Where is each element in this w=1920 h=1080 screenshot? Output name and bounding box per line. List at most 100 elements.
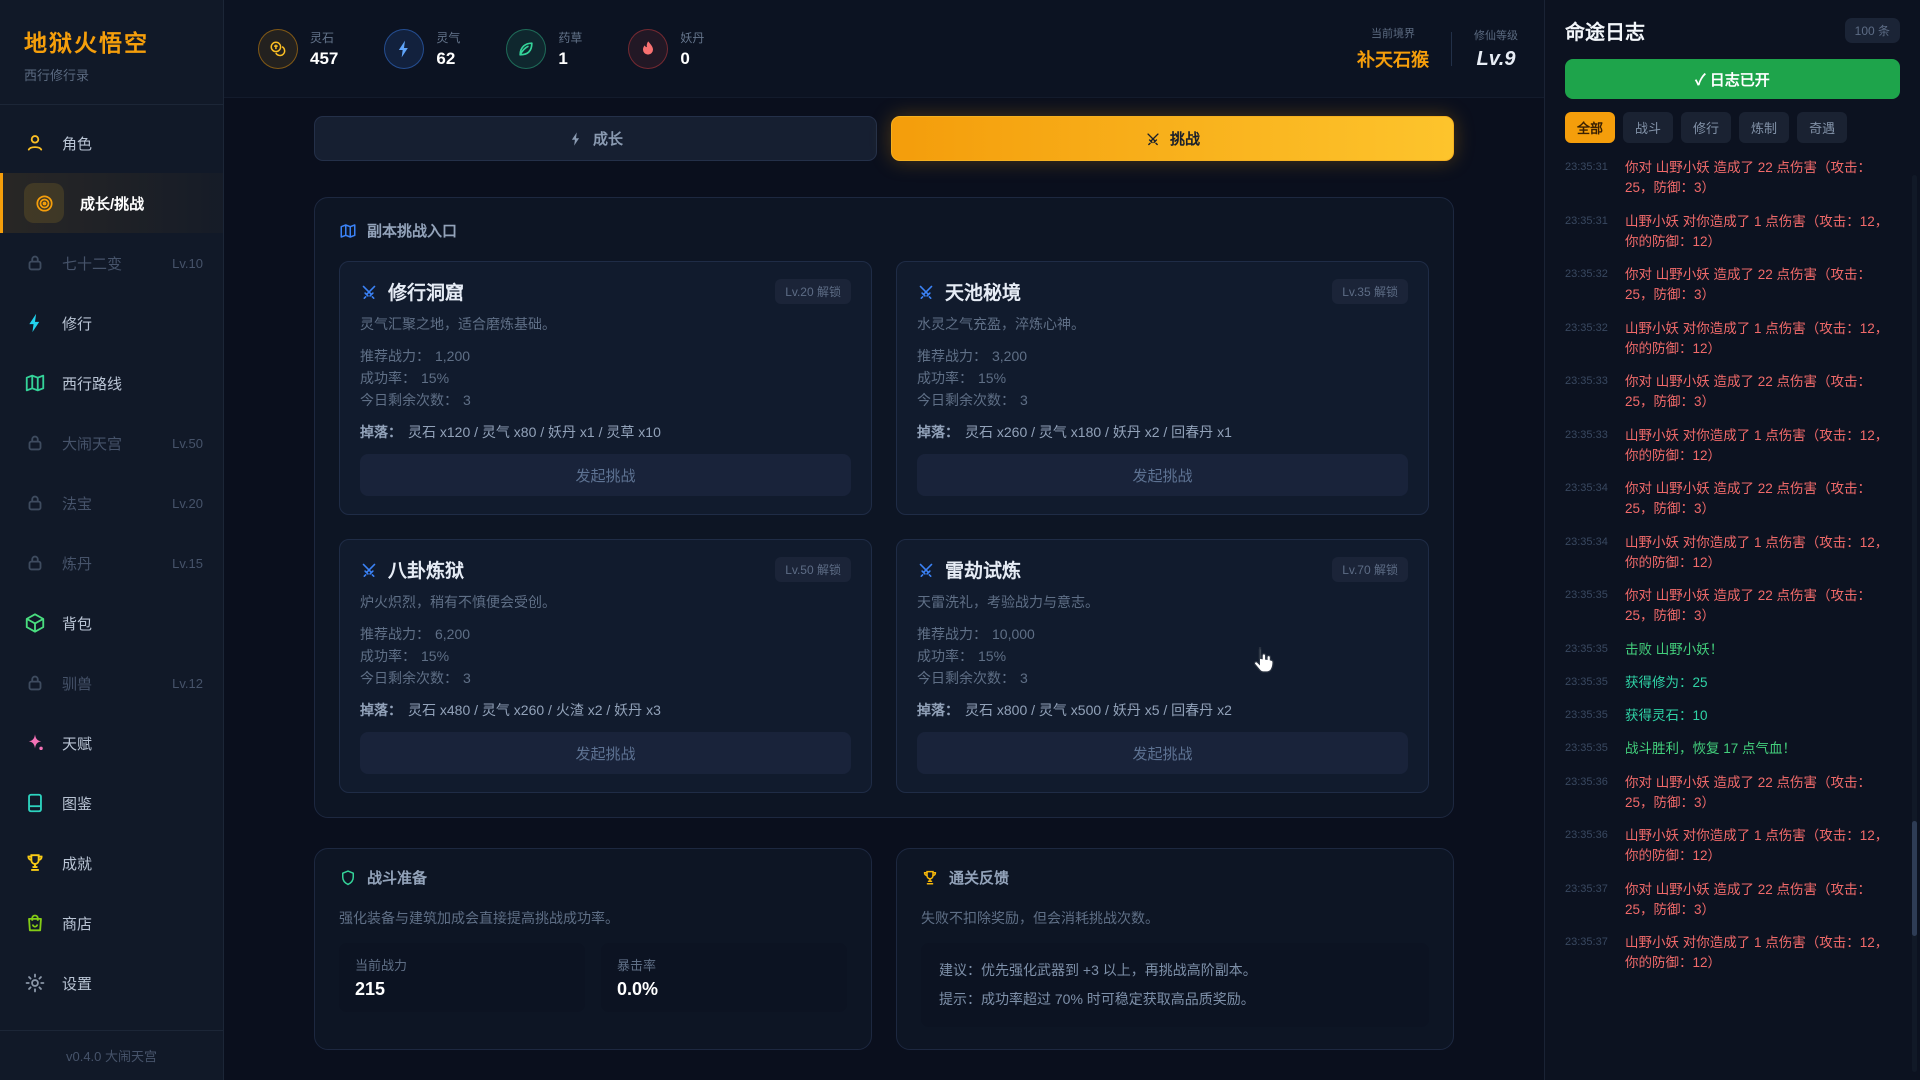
- log-list[interactable]: 23:35:31 你对 山野小妖 造成了 22 点伤害（攻击：25，防御：3） …: [1565, 158, 1900, 1080]
- log-timestamp: 23:35:34: [1565, 482, 1608, 494]
- tab-label: 成长: [592, 131, 623, 148]
- sidebar-item-label: 天赋: [62, 735, 93, 753]
- crossed-swords-icon: [360, 283, 378, 301]
- log-entry: 23:35:32 山野小妖 对你造成了 1 点伤害（攻击：12，你的防御：12）: [1565, 319, 1890, 360]
- battle-prep-desc: 强化装备与建筑加成会直接提高挑战成功率。: [339, 910, 619, 926]
- log-message: 你对 山野小妖 造成了 22 点伤害（攻击：25，防御：3）: [1625, 881, 1872, 917]
- log-scrollbar-thumb[interactable]: [1912, 820, 1917, 936]
- tab[interactable]: 成长: [314, 116, 877, 161]
- log-timestamp: 23:35:35: [1565, 642, 1608, 655]
- sidebar-item-label: 西行路线: [62, 375, 123, 393]
- realm-group: 当前境界 补天石猴 修仙等级 Lv.9: [1357, 25, 1518, 72]
- start-challenge-button[interactable]: 发起挑战: [360, 454, 851, 496]
- drops-line: 掉落： 灵石 x480 / 灵气 x260 / 火渣 x2 / 妖丹 x3: [360, 702, 661, 718]
- sidebar-item[interactable]: 背包: [0, 593, 223, 653]
- dungeon-title: 天池秘境: [945, 283, 1022, 304]
- sidebar-item[interactable]: 天赋: [0, 713, 223, 773]
- recommended-power: 推荐战力： 10,000: [917, 626, 1035, 642]
- trophy-icon: [24, 852, 46, 874]
- log-timestamp: 23:35:35: [1565, 742, 1608, 755]
- log-entry: 23:35:35 获得修为：25: [1565, 673, 1890, 693]
- lock-icon: [24, 672, 46, 694]
- tab[interactable]: 挑战: [891, 116, 1454, 161]
- target-icon: [24, 183, 64, 223]
- sidebar-item[interactable]: 大闹天宫 Lv.50: [0, 413, 223, 473]
- sidebar-item[interactable]: 图鉴: [0, 773, 223, 833]
- swords-icon: [1145, 131, 1161, 147]
- dungeon-desc: 水灵之气充盈，淬炼心神。: [917, 316, 1085, 332]
- resource-value: 62: [436, 48, 456, 68]
- log-timestamp: 23:35:32: [1565, 268, 1608, 280]
- log-entry: 23:35:35 战斗胜利，恢复 17 点气血！: [1565, 739, 1890, 759]
- clear-feedback-title: 通关反馈: [949, 870, 1010, 887]
- lock-icon: [24, 432, 46, 454]
- log-timestamp: 23:35:35: [1565, 709, 1608, 721]
- lock-icon: [24, 492, 46, 514]
- log-timestamp: 23:35:35: [1565, 675, 1608, 688]
- map-icon: [339, 222, 357, 240]
- current-power-box: 当前战力 215: [339, 943, 585, 1012]
- dungeon-desc: 炉火炽烈，稍有不慎便会受创。: [360, 594, 556, 610]
- dungeon-title: 修行洞窟: [388, 283, 465, 304]
- log-message: 山野小妖 对你造成了 1 点伤害（攻击：12，你的防御：12）: [1625, 534, 1889, 570]
- sidebar-item[interactable]: 成长/挑战: [0, 173, 223, 233]
- log-filter-chip[interactable]: 全部: [1565, 112, 1616, 143]
- unlock-badge: Lv.35 解锁: [1332, 279, 1408, 304]
- sidebar-item-label: 图鉴: [62, 795, 93, 813]
- sidebar-item-label: 商店: [62, 915, 93, 933]
- sidebar-item[interactable]: 角色: [0, 113, 223, 173]
- sidebar-item-label: 修行: [62, 315, 93, 333]
- log-timestamp: 23:35:33: [1565, 428, 1608, 441]
- sidebar-item[interactable]: 驯兽 Lv.12: [0, 653, 223, 713]
- sidebar-item-label: 成就: [62, 855, 93, 873]
- log-timestamp: 23:35:32: [1565, 321, 1608, 334]
- sidebar-item[interactable]: 七十二变 Lv.10: [0, 233, 223, 293]
- sidebar-item[interactable]: 设置: [0, 953, 223, 1013]
- drops-list: 灵石 x800 / 灵气 x500 / 妖丹 x5 / 回春丹 x2: [965, 702, 1232, 718]
- sidebar-item[interactable]: 炼丹 Lv.15: [0, 533, 223, 593]
- log-entry: 23:35:33 你对 山野小妖 造成了 22 点伤害（攻击：25，防御：3）: [1565, 372, 1890, 413]
- sidebar-item[interactable]: 成就: [0, 833, 223, 893]
- sidebar-item[interactable]: 法宝 Lv.20: [0, 473, 223, 533]
- sidebar-item-label: 背包: [62, 615, 93, 633]
- unlock-badge: Lv.70 解锁: [1332, 557, 1408, 582]
- bolt-icon: [568, 131, 584, 147]
- remaining-attempts: 今日剩余次数： 3: [917, 392, 1028, 408]
- resource-counter: 药草 1: [506, 28, 582, 69]
- log-scrollbar[interactable]: [1912, 175, 1917, 1072]
- start-challenge-button[interactable]: 发起挑战: [360, 732, 851, 774]
- app-subtitle: 西行修行录: [24, 68, 90, 83]
- log-message: 你对 山野小妖 造成了 22 点伤害（攻击：25，防御：3）: [1625, 374, 1872, 410]
- unlock-level-label: Lv.50: [172, 435, 203, 451]
- log-message: 你对 山野小妖 造成了 22 点伤害（攻击：25，防御：3）: [1625, 267, 1872, 303]
- sidebar-item[interactable]: 西行路线: [0, 353, 223, 413]
- recommended-power: 推荐战力： 1,200: [360, 348, 471, 364]
- log-entry: 23:35:34 山野小妖 对你造成了 1 点伤害（攻击：12，你的防御：12）: [1565, 533, 1890, 574]
- log-entry: 23:35:31 你对 山野小妖 造成了 22 点伤害（攻击：25，防御：3）: [1565, 158, 1890, 199]
- lock-icon: [24, 252, 46, 274]
- current-realm: 当前境界 补天石猴: [1357, 25, 1429, 72]
- shield-icon: [339, 869, 357, 887]
- sidebar-item[interactable]: 修行: [0, 293, 223, 353]
- dungeon-desc: 灵气汇聚之地，适合磨炼基础。: [360, 316, 556, 332]
- log-timestamp: 23:35:36: [1565, 829, 1608, 841]
- start-challenge-button[interactable]: 发起挑战: [917, 732, 1408, 774]
- dungeon-title: 雷劫试炼: [945, 561, 1022, 582]
- divider: [1451, 31, 1452, 66]
- dungeon-card: 雷劫试炼 Lv.70 解锁 天雷洗礼，考验战力与意志。 推荐战力： 10,000 …: [896, 539, 1429, 793]
- realm-value: 补天石猴: [1357, 50, 1429, 70]
- log-filter-chip[interactable]: 战斗: [1623, 112, 1674, 143]
- log-message: 你对 山野小妖 造成了 22 点伤害（攻击：25，防御：3）: [1625, 588, 1872, 624]
- log-filter-chip[interactable]: 奇遇: [1797, 112, 1848, 143]
- sidebar-item[interactable]: 商店: [0, 893, 223, 953]
- log-toggle-button[interactable]: ✓ 日志已开: [1565, 59, 1900, 99]
- start-challenge-button[interactable]: 发起挑战: [917, 454, 1408, 496]
- dungeon-card: 天池秘境 Lv.35 解锁 水灵之气充盈，淬炼心神。 推荐战力： 3,200 成功…: [896, 261, 1429, 515]
- sidebar-item-label: 法宝: [62, 495, 93, 513]
- log-filter-chip[interactable]: 炼制: [1739, 112, 1790, 143]
- resource-value: 1: [558, 48, 568, 68]
- log-timestamp: 23:35:36: [1565, 775, 1608, 788]
- sidebar-nav: 角色 成长/挑战 七十二变 Lv.10 修行: [0, 105, 223, 1030]
- log-filter-chip[interactable]: 修行: [1681, 112, 1732, 143]
- log-message: 战斗胜利，恢复 17 点气血！: [1625, 741, 1797, 757]
